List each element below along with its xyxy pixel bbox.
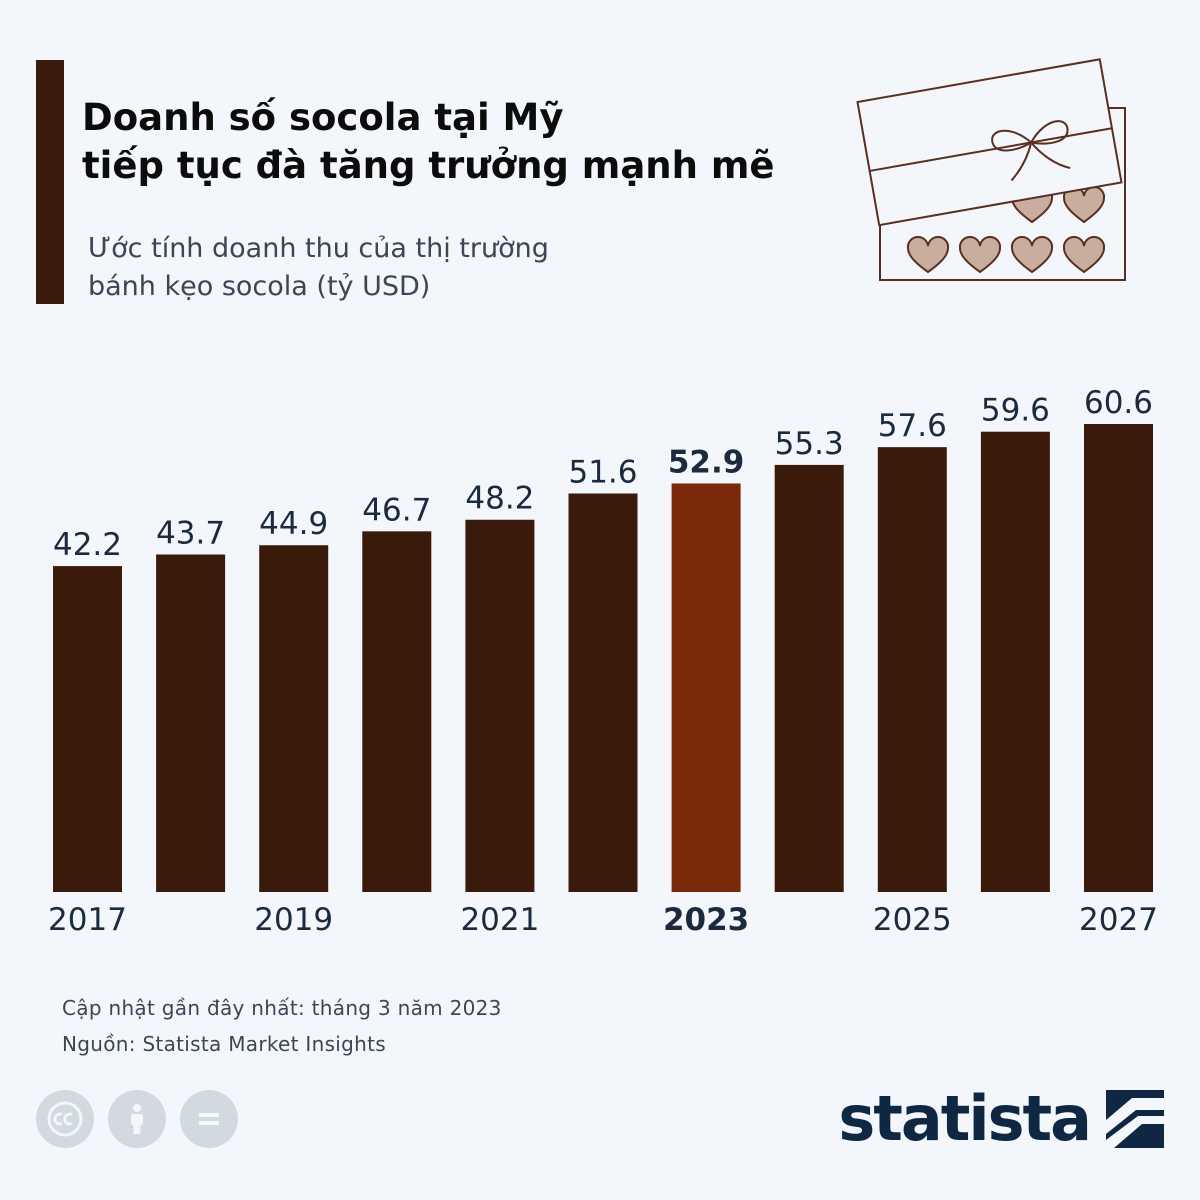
value-label-2021: 48.2 [465,481,534,517]
bar-2027 [1084,423,1153,892]
value-label-2023: 52.9 [668,444,745,480]
chart-title-line-1: Doanh số socola tại Mỹ [82,96,564,139]
brand-name: statista [838,1082,1092,1155]
bar-2022 [568,493,638,892]
value-label-2020: 46.7 [362,492,431,528]
x-tick-label-2025: 2025 [873,902,952,938]
bar-2021 [465,519,535,892]
value-label-2022: 51.6 [568,454,637,490]
chart-title: Doanh số socola tại Mỹ tiếp tục đà tăng … [82,94,882,190]
value-label-2024: 55.3 [775,426,844,462]
chart-footer: Cập nhật gần đây nhất: tháng 3 năm 2023 … [62,990,502,1062]
title-accent-bar [36,60,64,304]
attribution-icon[interactable] [108,1090,166,1148]
chart-subtitle-line-1: Ước tính doanh thu của thị trường [88,233,549,264]
chocolate-box-icon [856,58,1126,281]
x-tick-label-2023: 2023 [663,902,749,938]
no-derivatives-icon[interactable] [180,1090,238,1148]
chart-subtitle: Ước tính doanh thu của thị trường bánh k… [88,230,708,306]
bar-2023 [671,483,741,892]
bar-2024 [774,464,844,892]
bar-chart: 42.2 2017 43.7 44.9 2019 46.7 48.2 2021 51.6 52.9… [48,385,1158,938]
bar-2025 [877,447,947,892]
value-label-2026: 59.6 [981,393,1050,429]
x-tick-label-2021: 2021 [460,902,539,938]
bar-2017 [53,566,122,892]
bar-2020 [362,531,432,892]
statista-logo-icon [1106,1090,1164,1148]
x-tick-label-2017: 2017 [48,902,127,938]
license-icons [36,1090,238,1148]
chart-subtitle-line-2: bánh kẹo socola (tỷ USD) [88,271,431,302]
chart-title-line-2: tiếp tục đà tăng trưởng mạnh mẽ [82,144,775,187]
x-tick-label-2027: 2027 [1079,902,1158,938]
x-tick-label-2019: 2019 [254,902,333,938]
bar-2026 [980,431,1050,892]
value-label-2027: 60.6 [1084,385,1153,421]
source-note: Nguồn: Statista Market Insights [62,1032,386,1056]
bar-2018 [156,554,226,892]
value-label-2018: 43.7 [156,516,225,552]
bar-2019 [259,545,329,892]
value-label-2025: 57.6 [878,408,947,444]
value-label-2019: 44.9 [259,506,328,542]
value-label-2017: 42.2 [53,527,122,563]
cc-icon[interactable] [36,1090,94,1148]
last-updated-note: Cập nhật gần đây nhất: tháng 3 năm 2023 [62,996,502,1020]
statista-brand: statista [838,1084,1164,1154]
heart-chocolates [906,186,1106,274]
